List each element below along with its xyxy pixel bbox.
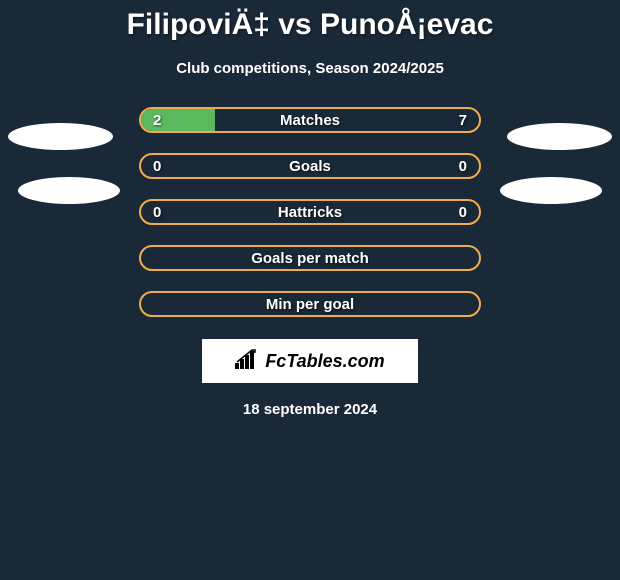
stat-label: Hattricks	[278, 204, 342, 221]
stat-row-goals: 0 Goals 0	[139, 153, 481, 179]
stat-label: Goals	[289, 158, 331, 175]
page-subtitle: Club competitions, Season 2024/2025	[176, 60, 444, 77]
date-text: 18 september 2024	[243, 401, 377, 418]
stat-left-value: 0	[153, 204, 161, 221]
page-title: FilipoviÄ‡ vs PunoÅ¡evac	[127, 8, 494, 42]
logo-text: FcTables.com	[235, 349, 384, 374]
logo-box[interactable]: FcTables.com	[202, 339, 418, 383]
main-container: FilipoviÄ‡ vs PunoÅ¡evac Club competitio…	[0, 0, 620, 418]
stats-area: 2 Matches 7 0 Goals 0 0 Hattricks 0 Goal…	[0, 107, 620, 337]
stat-right-value: 7	[459, 112, 467, 129]
stat-row-hattricks: 0 Hattricks 0	[139, 199, 481, 225]
stat-row-goals-per-match: Goals per match	[139, 245, 481, 271]
stat-row-min-per-goal: Min per goal	[139, 291, 481, 317]
stat-label: Matches	[280, 112, 340, 129]
logo-label: FcTables.com	[265, 351, 384, 372]
stat-row-matches: 2 Matches 7	[139, 107, 481, 133]
stat-right-value: 0	[459, 204, 467, 221]
stat-label: Min per goal	[266, 296, 354, 313]
stat-right-value: 0	[459, 158, 467, 175]
stat-left-value: 0	[153, 158, 161, 175]
stat-label: Goals per match	[251, 250, 369, 267]
chart-icon	[235, 349, 259, 374]
stat-left-value: 2	[153, 112, 161, 129]
